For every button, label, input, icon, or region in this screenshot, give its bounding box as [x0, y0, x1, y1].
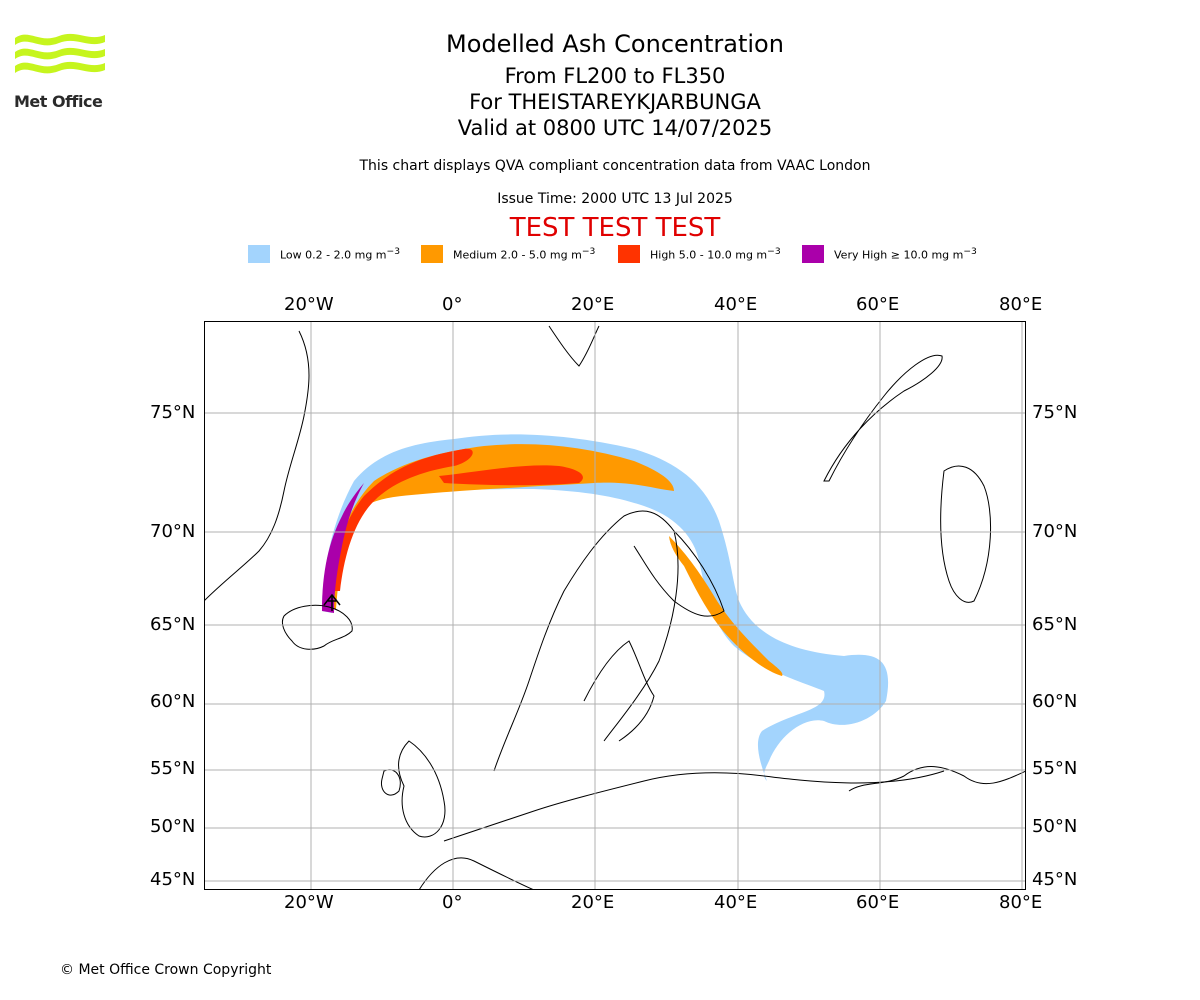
lat-label-left-70n: 70°N: [150, 521, 196, 542]
lon-label-top-20e: 20°E: [571, 294, 615, 315]
lon-label-top-40e: 40°E: [714, 294, 758, 315]
lat-label-right-55n: 55°N: [1032, 758, 1078, 779]
legend-label-medium: Medium 2.0 - 5.0 mg m: [453, 248, 582, 262]
lon-label-top-20w: 20°W: [284, 294, 334, 315]
map-border: [204, 321, 1026, 890]
lon-label-bottom-40e: 40°E: [714, 892, 758, 913]
legend-label-very-high: Very High ≥ 10.0 mg m: [834, 248, 964, 262]
legend-exp-very-high: −3: [963, 246, 977, 258]
coastlines: [204, 325, 1026, 890]
test-banner: TEST TEST TEST: [509, 213, 721, 243]
legend-label-high: High 5.0 - 10.0 mg m: [650, 248, 768, 262]
met-office-logo-text: Met Office: [14, 92, 103, 111]
met-office-logo: Met Office: [14, 30, 108, 111]
ash-low-region: [322, 434, 889, 781]
flight-levels: From FL200 to FL350: [504, 64, 726, 88]
legend-exp-low: −3: [386, 246, 401, 258]
legend-item-high: High 5.0 - 10.0 mg m−3: [618, 244, 781, 264]
lon-label-top-60e: 60°E: [856, 294, 900, 315]
graticule: [204, 321, 1026, 890]
lat-label-right-75n: 75°N: [1032, 402, 1078, 423]
legend-item-very-high: Very High ≥ 10.0 mg m−3: [802, 244, 977, 264]
map-canvas: [204, 321, 1026, 890]
lat-label-right-70n: 70°N: [1032, 521, 1078, 542]
ash-high-region: [334, 448, 583, 591]
legend-swatch-medium: [421, 245, 443, 263]
legend-swatch-high: [618, 245, 640, 263]
lon-label-top-0: 0°: [442, 294, 463, 315]
lat-label-left-55n: 55°N: [150, 758, 196, 779]
lat-label-left-45n: 45°N: [150, 869, 196, 890]
valid-time: Valid at 0800 UTC 14/07/2025: [457, 116, 773, 140]
lon-label-top-80e: 80°E: [999, 294, 1043, 315]
legend-label-low: Low 0.2 - 2.0 mg m: [280, 248, 387, 262]
lon-label-bottom-20e: 20°E: [571, 892, 615, 913]
legend-swatch-low: [248, 245, 270, 263]
chart-title: Modelled Ash Concentration: [446, 30, 784, 58]
lat-label-right-45n: 45°N: [1032, 869, 1078, 890]
legend-exp-medium: −3: [581, 246, 596, 258]
issue-time: Issue Time: 2000 UTC 13 Jul 2025: [497, 191, 733, 207]
legend-item-low: Low 0.2 - 2.0 mg m−3: [248, 244, 400, 264]
lat-label-left-60n: 60°N: [150, 691, 196, 712]
lon-label-bottom-60e: 60°E: [856, 892, 900, 913]
lat-label-right-65n: 65°N: [1032, 614, 1078, 635]
lat-label-left-50n: 50°N: [150, 816, 196, 837]
compliance-note: This chart displays QVA compliant concen…: [359, 158, 871, 174]
ash-very-high-region: [322, 483, 364, 613]
met-office-waves-icon: [15, 33, 105, 74]
copyright-notice: © Met Office Crown Copyright: [60, 962, 272, 978]
legend-item-medium: Medium 2.0 - 5.0 mg m−3: [421, 244, 595, 264]
lon-label-bottom-20w: 20°W: [284, 892, 334, 913]
lat-label-left-75n: 75°N: [150, 402, 196, 423]
lat-label-right-50n: 50°N: [1032, 816, 1078, 837]
legend-exp-high: −3: [767, 246, 781, 258]
lon-label-bottom-0: 0°: [442, 892, 463, 913]
lat-label-left-65n: 65°N: [150, 614, 196, 635]
volcano-name: For THEISTAREYKJARBUNGA: [469, 90, 761, 114]
legend-swatch-very-high: [802, 245, 824, 263]
lon-label-bottom-80e: 80°E: [999, 892, 1043, 913]
lat-label-right-60n: 60°N: [1032, 691, 1078, 712]
ash-concentration-map: [204, 321, 1026, 890]
